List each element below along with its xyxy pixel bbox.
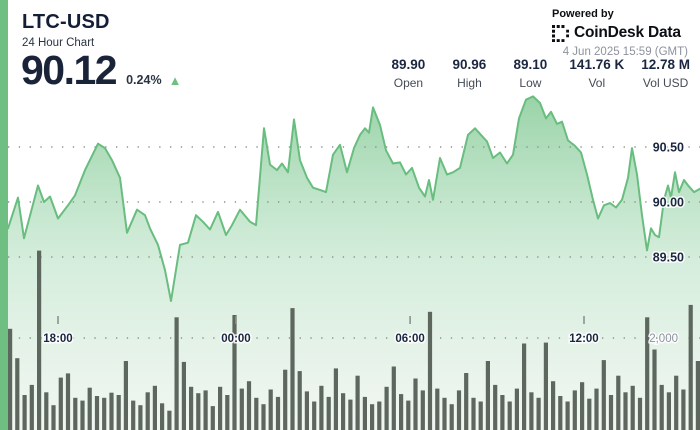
stat-open: 89.90 Open [386, 57, 430, 90]
stat-label: Low [519, 76, 542, 90]
svg-text:90.00: 90.00 [653, 196, 684, 210]
stat-label: Open [393, 76, 424, 90]
stat-value: 89.10 [513, 57, 548, 72]
brand-name: CoinDesk Data [574, 24, 681, 41]
svg-text:00:00: 00:00 [221, 333, 250, 345]
up-arrow-icon: ▲ [168, 72, 182, 88]
stat-volume-usd: 12.78 M Vol USD [641, 57, 690, 90]
stat-value: 90.96 [452, 57, 487, 72]
change-block: 0.24% ▲ [126, 73, 181, 87]
price-block: 90.12 0.24% ▲ [21, 50, 181, 91]
stat-label: Vol [588, 76, 606, 90]
powered-by-label: Powered by [552, 8, 614, 20]
chart-subtitle: 24 Hour Chart [22, 37, 95, 49]
coindesk-logo-icon [552, 24, 569, 42]
stat-low: 89.10 Low [508, 57, 552, 90]
stat-high: 90.96 High [447, 57, 491, 90]
svg-text:12:00: 12:00 [569, 333, 598, 345]
svg-text:2,000: 2,000 [649, 333, 678, 345]
stats-row: 89.90 Open 90.96 High 89.10 Low 141.76 K… [386, 57, 690, 90]
stat-label: Vol USD [642, 76, 689, 90]
stat-volume: 141.76 K Vol [569, 57, 624, 90]
current-price: 90.12 [21, 47, 118, 93]
svg-text:06:00: 06:00 [395, 333, 424, 345]
stat-label: High [457, 76, 482, 90]
svg-text:18:00: 18:00 [43, 333, 72, 345]
stat-value: 12.78 M [641, 57, 690, 72]
brand-link[interactable]: CoinDesk Data [552, 24, 688, 42]
stat-value: 89.90 [391, 57, 426, 72]
accent-bar [0, 0, 8, 430]
brand-block: Powered by CoinDesk Data 4 Jun 2025 15:5… [552, 8, 688, 58]
svg-text:89.50: 89.50 [653, 251, 684, 265]
svg-text:90.50: 90.50 [653, 141, 684, 155]
pair-title: LTC-USD [22, 11, 110, 33]
header-left: LTC-USD 24 Hour Chart [22, 11, 110, 49]
stat-value: 141.76 K [569, 57, 625, 72]
timestamp: 4 Jun 2025 15:59 (GMT) [562, 46, 688, 58]
change-percent: 0.24% [126, 73, 162, 87]
